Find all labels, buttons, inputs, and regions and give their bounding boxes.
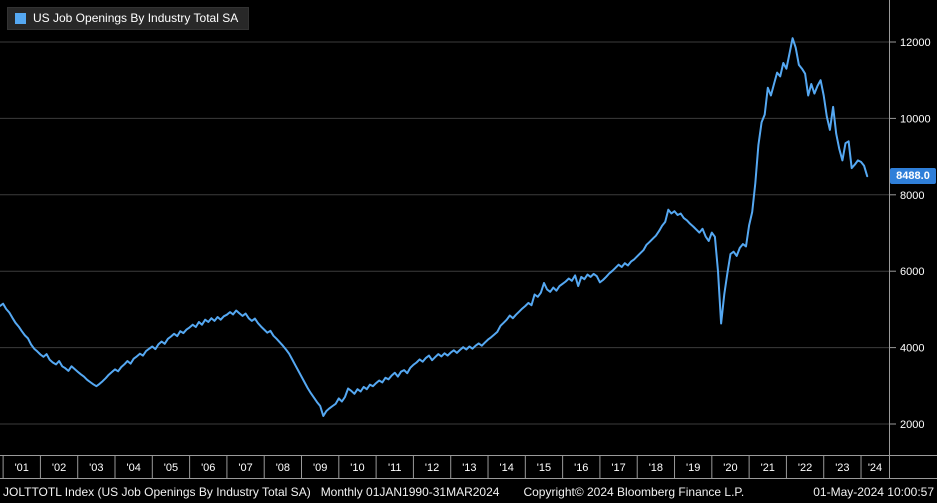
chart-legend[interactable]: US Job Openings By Industry Total SA: [7, 7, 250, 30]
last-value-badge: 8488.0: [890, 168, 936, 185]
x-tick-label: '08: [276, 462, 290, 474]
y-tick-label: 6000: [900, 266, 924, 278]
x-tick-label: '15: [537, 462, 551, 474]
footer-copyright: Copyright© 2024 Bloomberg Finance L.P.: [523, 485, 745, 499]
chart-canvas[interactable]: 2000 4000 6000 8000 10000 12000 '01 '02 '03 '04 '0…: [0, 0, 937, 481]
x-tick-label: '22: [798, 462, 812, 474]
x-tick-label: '10: [350, 462, 364, 474]
x-tick-label: '09: [313, 462, 327, 474]
x-tick-label: '20: [723, 462, 737, 474]
x-tick-label: '04: [126, 462, 140, 474]
footer-timestamp: 01-May-2024 10:00:57: [813, 485, 934, 499]
x-tick-label: '17: [611, 462, 625, 474]
price-line: [0, 37, 869, 417]
y-tick-label: 2000: [900, 419, 924, 431]
footer-instrument: JOLTTOTL Index (US Job Openings By Indus…: [3, 485, 311, 499]
y-tick-label: 10000: [900, 113, 931, 125]
x-tick-label: '06: [201, 462, 215, 474]
x-tick-label: '14: [499, 462, 513, 474]
x-tick-label: '16: [574, 462, 588, 474]
x-tick-label: '03: [89, 462, 103, 474]
x-tick-label: '24: [868, 462, 882, 474]
x-tick-label: '11: [388, 462, 402, 474]
legend-swatch-icon: [15, 13, 26, 24]
x-tick-label: '07: [238, 462, 252, 474]
y-tick-label: 12000: [900, 37, 931, 49]
y-tick-label: 4000: [900, 343, 924, 355]
x-tick-label: '18: [649, 462, 663, 474]
footer-period: Monthly 01JAN1990-31MAR2024: [320, 485, 500, 499]
x-tick-label: '05: [164, 462, 178, 474]
x-tick-label: '12: [425, 462, 439, 474]
x-tick-label: '21: [761, 462, 775, 474]
y-tick-label: 8000: [900, 190, 924, 202]
x-tick-label: '02: [52, 462, 66, 474]
status-bar: JOLTTOTL Index (US Job Openings By Indus…: [0, 481, 937, 503]
x-tick-label: '13: [462, 462, 476, 474]
legend-label: US Job Openings By Industry Total SA: [33, 11, 239, 25]
x-tick-label: '23: [835, 462, 849, 474]
x-tick-label: '19: [686, 462, 700, 474]
x-tick-label: '01: [15, 462, 29, 474]
